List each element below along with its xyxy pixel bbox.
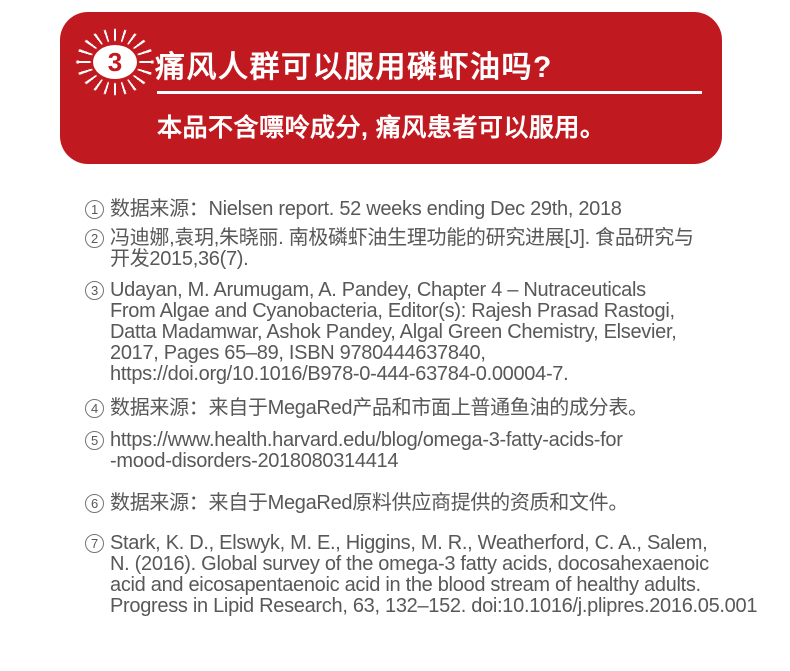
reference-item: 2 冯迪娜,袁玥,朱晓丽. 南极磷虾油生理功能的研究进展[J]. 食品研究与 开… — [85, 228, 765, 270]
reference-item: 7 Stark, K. D., Elswyk, M. E., Higgins, … — [85, 533, 765, 617]
reference-number-badge: 5 — [85, 430, 110, 450]
reference-text: 冯迪娜,袁玥,朱晓丽. 南极磷虾油生理功能的研究进展[J]. 食品研究与 开发2… — [110, 227, 694, 270]
reference-item: 1 数据来源：Nielsen report. 52 weeks ending D… — [85, 199, 765, 220]
reference-number-badge: 1 — [85, 199, 110, 219]
faq-question: 痛风人群可以服用磷虾油吗? — [155, 51, 553, 84]
references-section: 1 数据来源：Nielsen report. 52 weeks ending D… — [85, 199, 765, 617]
reference-number: 5 — [85, 431, 104, 450]
reference-text: Udayan, M. Arumugam, A. Pandey, Chapter … — [110, 279, 677, 385]
faq-number-badge: 3 — [73, 19, 157, 105]
badge-number: 3 — [93, 45, 137, 79]
reference-number: 3 — [85, 281, 104, 300]
reference-item: 4 数据来源：来自于MegaRed产品和市面上普通鱼油的成分表。 — [85, 398, 765, 419]
reference-number-badge: 4 — [85, 398, 110, 418]
reference-text: 数据来源：来自于MegaRed原料供应商提供的资质和文件。 — [110, 492, 629, 514]
reference-number: 4 — [85, 399, 104, 418]
reference-number: 2 — [85, 229, 104, 248]
reference-text: 数据来源：来自于MegaRed产品和市面上普通鱼油的成分表。 — [110, 397, 648, 419]
faq-answer: 本品不含嘌呤成分, 痛风患者可以服用。 — [157, 114, 606, 142]
reference-number-badge: 6 — [85, 493, 110, 513]
reference-number-badge: 3 — [85, 280, 110, 300]
reference-item: 6 数据来源：来自于MegaRed原料供应商提供的资质和文件。 — [85, 493, 765, 514]
reference-number-badge: 2 — [85, 228, 110, 248]
reference-number: 1 — [85, 200, 104, 219]
reference-item: 3 Udayan, M. Arumugam, A. Pandey, Chapte… — [85, 280, 765, 385]
divider-line — [157, 91, 702, 94]
reference-item: 5 https://www.health.harvard.edu/blog/om… — [85, 430, 765, 472]
reference-number: 7 — [85, 534, 104, 553]
reference-number: 6 — [85, 494, 104, 513]
reference-number-badge: 7 — [85, 533, 110, 553]
reference-text: Stark, K. D., Elswyk, M. E., Higgins, M.… — [110, 532, 758, 617]
reference-text: https://www.health.harvard.edu/blog/omeg… — [110, 429, 623, 472]
faq-card: 3 痛风人群可以服用磷虾油吗? 本品不含嘌呤成分, 痛风患者可以服用。 — [60, 12, 722, 164]
reference-text: 数据来源：Nielsen report. 52 weeks ending Dec… — [110, 198, 622, 220]
